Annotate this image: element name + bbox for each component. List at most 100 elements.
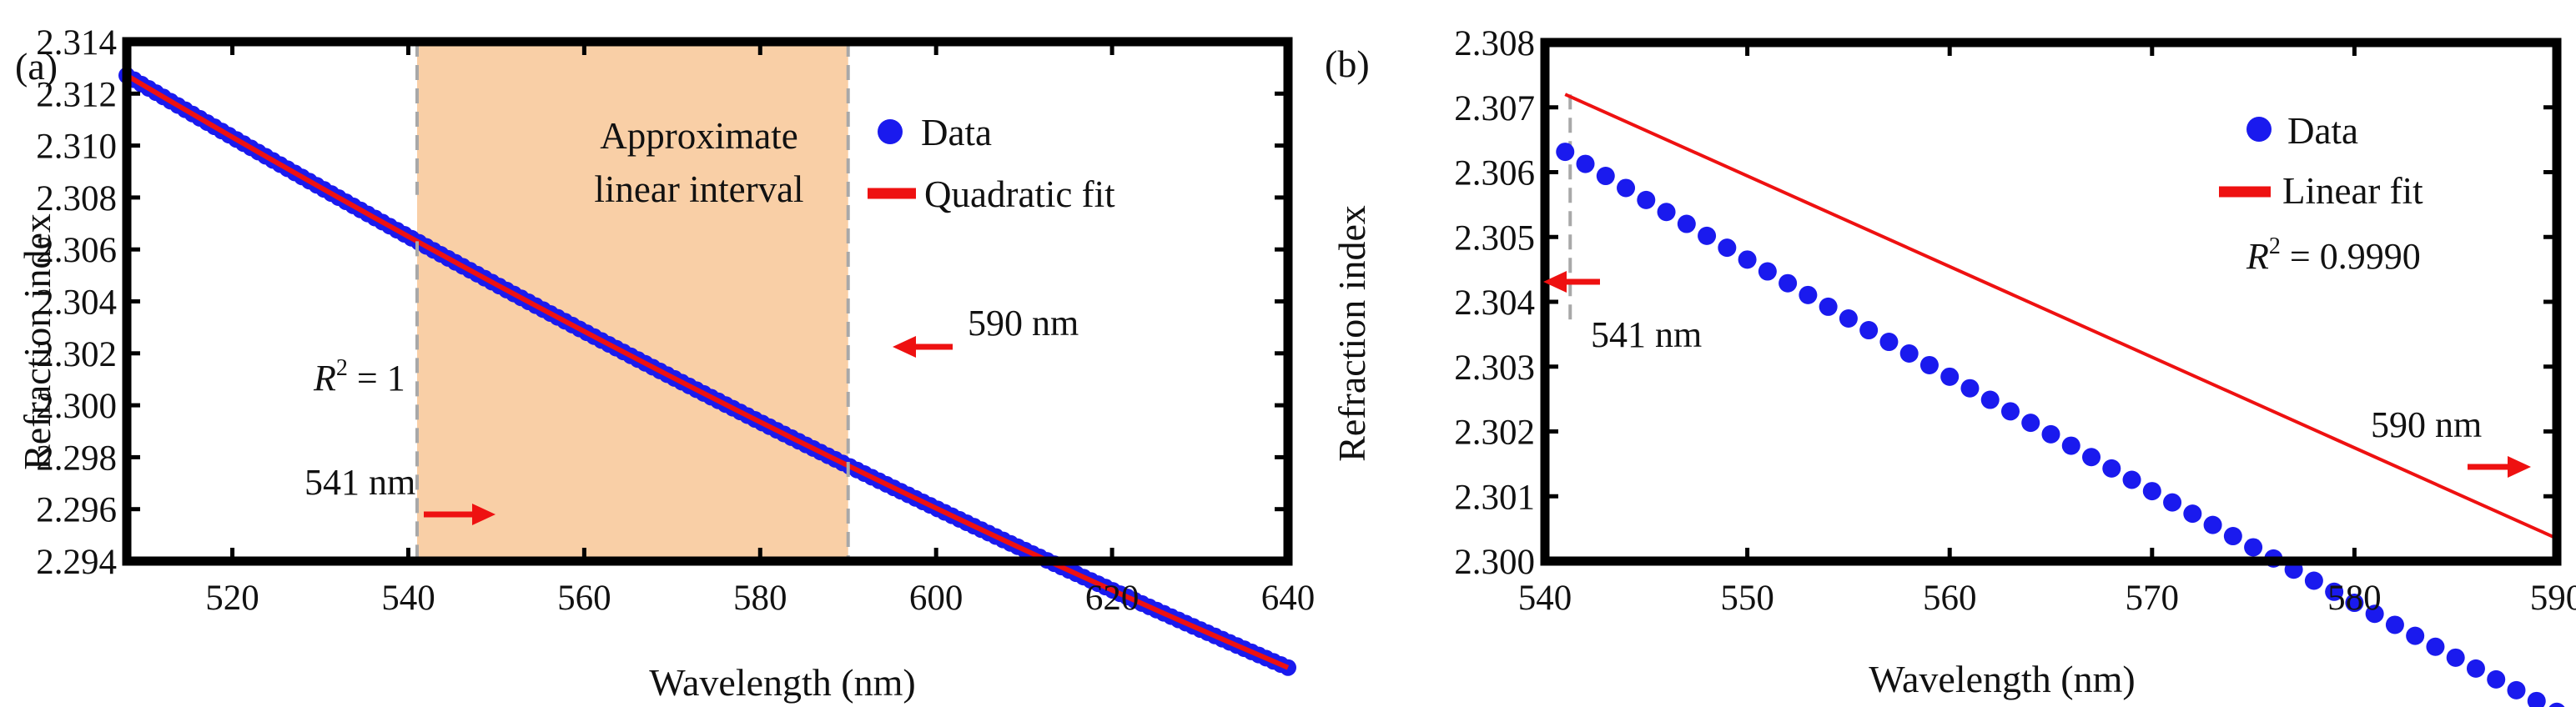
arrow-590-b xyxy=(2468,456,2531,478)
data-point xyxy=(1596,167,1615,186)
x-tick-label: 580 xyxy=(733,579,787,618)
data-point xyxy=(2122,470,2141,489)
x-tick-label: 570 xyxy=(2126,579,2180,618)
r2-symbol-b: R xyxy=(2246,236,2269,277)
data-point xyxy=(1919,355,1939,374)
r2-annotation-a: R2 = 1 xyxy=(313,355,405,399)
data-point xyxy=(2082,448,2101,467)
data-point xyxy=(2223,527,2242,546)
arrow-541-a xyxy=(424,504,496,525)
y-tick-label: 2.308 xyxy=(1454,24,1535,63)
legend-b: Data Linear fit xyxy=(2219,110,2423,212)
y-tick-label: 2.314 xyxy=(36,23,117,63)
data-point xyxy=(2548,702,2565,707)
legend-data-marker-b xyxy=(2246,117,2272,142)
data-point xyxy=(1617,178,1636,198)
x-tick-label: 560 xyxy=(557,579,611,618)
legend-data-label-b: Data xyxy=(2287,110,2358,152)
panel-a: (a) 520 540 560 580 600 620 640 2.2942.2962.29… xyxy=(15,23,1315,704)
arrow-590-a xyxy=(893,336,953,358)
y-tick-label: 2.305 xyxy=(1454,218,1535,258)
shade-label-line-2: linear interval xyxy=(594,168,803,210)
linear-interval-shade xyxy=(417,42,848,561)
legend-data-label-a: Data xyxy=(921,112,992,153)
data-point xyxy=(2203,515,2222,534)
x-tick-label: 520 xyxy=(205,579,259,618)
data-point xyxy=(2507,680,2526,699)
y-tick-label: 2.302 xyxy=(1454,414,1535,453)
r2-symbol-a: R xyxy=(313,358,336,399)
data-point xyxy=(2304,571,2323,590)
data-point xyxy=(2406,626,2425,645)
data-point xyxy=(1899,344,1919,364)
legend-a: Data Quadratic fit xyxy=(868,112,1115,215)
data-point xyxy=(1960,379,1980,398)
data-point xyxy=(1718,238,1737,258)
x-axis-title-b: Wavelength (nm) xyxy=(1869,658,2135,700)
data-point xyxy=(1738,250,1757,269)
data-series-b-markers xyxy=(1556,143,2565,707)
data-point xyxy=(2041,424,2060,444)
data-point xyxy=(1758,262,1777,281)
y-axis-title-a: Refraction index xyxy=(16,213,58,470)
data-point xyxy=(2021,414,2040,433)
r2-value-a: = 1 xyxy=(348,358,405,399)
y-tick-label: 2.308 xyxy=(36,179,117,218)
panel-a-label: (a) xyxy=(15,45,58,88)
arrow-541-b xyxy=(1543,271,1600,293)
marker-label-590-a: 590 nm xyxy=(968,303,1079,343)
data-point xyxy=(2244,538,2263,557)
data-point xyxy=(2163,493,2182,512)
y-axis-ticks-b: 2.300 2.301 2.302 2.303 2.304 2.305 2.306 2.307… xyxy=(1454,24,2557,582)
x-tick-label: 550 xyxy=(1720,579,1774,618)
r2-superscript-b: 2 xyxy=(2269,233,2281,259)
shade-label-line-1: Approximate xyxy=(600,115,797,157)
data-point xyxy=(1576,154,1595,173)
y-tick-label: 2.300 xyxy=(1454,543,1535,582)
data-point xyxy=(1677,214,1696,233)
panel-b: (b) 540 550 560 570 580 590 2.3002.3012.3022.… xyxy=(1325,24,2576,707)
y-tick-label: 2.307 xyxy=(1454,89,1535,128)
data-point xyxy=(2102,459,2121,478)
x-tick-label: 620 xyxy=(1085,579,1140,618)
x-tick-label: 540 xyxy=(1518,579,1572,618)
data-point xyxy=(2061,436,2080,455)
x-tick-label: 600 xyxy=(909,579,963,618)
y-tick-label: 2.312 xyxy=(36,75,117,114)
quadratic-fit-line xyxy=(125,73,1290,670)
data-point xyxy=(1819,297,1838,316)
y-tick-label: 2.303 xyxy=(1454,348,1535,388)
data-point xyxy=(2325,582,2344,601)
data-point xyxy=(1980,390,2000,409)
x-axis-ticks-b: 540 550 560 570 580 590 xyxy=(1518,43,2576,618)
y-tick-label: 2.298 xyxy=(36,439,117,478)
data-point xyxy=(1879,333,1899,352)
marker-label-541-a: 541 nm xyxy=(304,462,415,503)
linear-fit-line xyxy=(1564,93,2558,540)
data-point xyxy=(2527,691,2546,707)
r2-annotation-b: R2 = 0.9990 xyxy=(2246,233,2421,277)
x-tick-label: 540 xyxy=(381,579,435,618)
x-axis-ticks-a: 520 540 560 580 600 620 640 xyxy=(205,42,1315,618)
legend-fit-label-b: Linear fit xyxy=(2282,170,2423,212)
y-tick-label: 2.306 xyxy=(1454,154,1535,193)
y-tick-label: 2.300 xyxy=(36,387,117,426)
data-point xyxy=(1698,226,1717,245)
data-point xyxy=(2000,402,2020,421)
y-axis-ticks-a: 2.294 2.296 2.298 2.300 2.302 2.304 2.306 2.308… xyxy=(36,23,1288,582)
y-tick-label: 2.294 xyxy=(36,543,117,582)
data-point xyxy=(2385,615,2404,634)
y-tick-label: 2.302 xyxy=(36,335,117,374)
data-point xyxy=(2183,504,2202,524)
panel-b-label: (b) xyxy=(1325,43,1370,85)
legend-data-marker-a xyxy=(878,119,903,144)
x-tick-label: 590 xyxy=(2530,579,2576,618)
r2-value-b: = 0.9990 xyxy=(2281,236,2421,277)
x-axis-title-a: Wavelength (nm) xyxy=(649,661,915,704)
data-point xyxy=(2446,648,2465,667)
marker-label-590-b: 590 nm xyxy=(2371,404,2482,445)
data-point xyxy=(2426,637,2445,656)
data-point xyxy=(2487,669,2506,689)
y-tick-label: 2.306 xyxy=(36,231,117,270)
y-tick-label: 2.301 xyxy=(1454,478,1535,517)
